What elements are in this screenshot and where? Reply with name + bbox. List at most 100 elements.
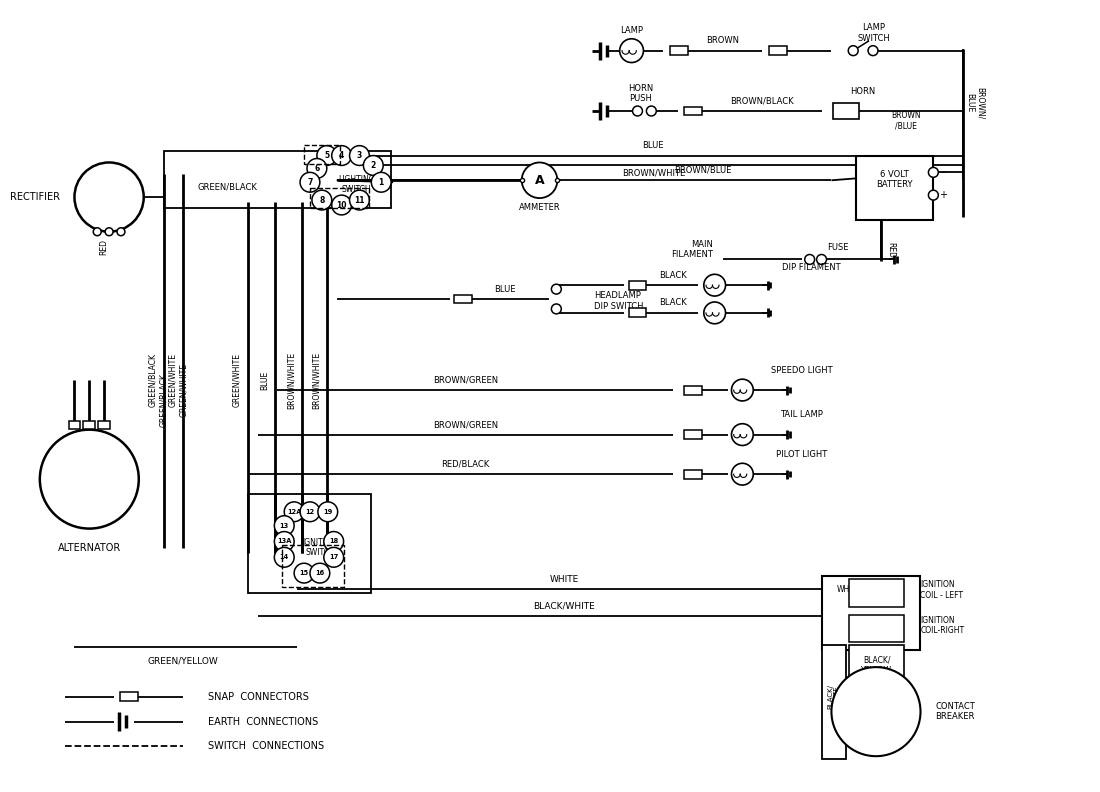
Circle shape <box>816 254 826 265</box>
Text: EARTH  CONNECTIONS: EARTH CONNECTIONS <box>208 717 318 726</box>
Bar <box>769 46 786 55</box>
Text: SPEEDO LIGHT: SPEEDO LIGHT <box>771 366 833 375</box>
Circle shape <box>75 162 144 232</box>
Circle shape <box>805 254 815 265</box>
Bar <box>822 645 846 760</box>
Circle shape <box>363 155 383 175</box>
Text: PILOT LIGHT: PILOT LIGHT <box>777 450 827 459</box>
Circle shape <box>117 228 125 236</box>
Circle shape <box>350 190 370 210</box>
Text: SW-: SW- <box>856 621 870 626</box>
Text: 15: 15 <box>299 570 309 576</box>
Bar <box>849 645 904 687</box>
Circle shape <box>274 547 294 567</box>
Circle shape <box>274 531 294 551</box>
Bar <box>164 150 392 208</box>
Text: TAIL LAMP: TAIL LAMP <box>780 410 823 419</box>
Text: 2: 2 <box>371 161 376 170</box>
Text: 17: 17 <box>329 554 339 560</box>
Text: LIGHTING
SWITCH: LIGHTING SWITCH <box>338 174 375 194</box>
Circle shape <box>274 516 294 535</box>
Text: FUSE: FUSE <box>827 243 849 252</box>
Text: WHITE: WHITE <box>836 585 861 595</box>
Text: RED/BLACK: RED/BLACK <box>441 460 490 469</box>
Text: 12: 12 <box>306 508 315 515</box>
Bar <box>684 386 702 394</box>
Text: MAIN
FILAMENT: MAIN FILAMENT <box>671 240 713 259</box>
Circle shape <box>332 146 352 166</box>
Circle shape <box>300 173 320 192</box>
Bar <box>670 46 688 55</box>
Circle shape <box>323 547 343 567</box>
Text: BLACK/WHITE: BLACK/WHITE <box>534 601 595 611</box>
Text: HORN
PUSH: HORN PUSH <box>628 83 653 103</box>
Text: BROWN/WHITE: BROWN/WHITE <box>311 352 320 409</box>
Text: BROWN/BLACK: BROWN/BLACK <box>730 97 794 105</box>
Circle shape <box>928 167 938 177</box>
Text: +: + <box>939 190 947 200</box>
Text: GREEN/WHITE: GREEN/WHITE <box>179 363 188 417</box>
Bar <box>310 188 370 208</box>
Bar <box>304 145 340 165</box>
Circle shape <box>284 502 304 522</box>
Circle shape <box>848 46 858 55</box>
Text: BLUE: BLUE <box>494 284 516 294</box>
Circle shape <box>294 563 313 583</box>
Bar <box>834 103 859 119</box>
Circle shape <box>300 502 320 522</box>
Text: SNAP  CONNECTORS: SNAP CONNECTORS <box>208 692 309 702</box>
Text: 12A: 12A <box>287 508 301 515</box>
Bar <box>84 421 96 428</box>
Bar <box>283 546 343 587</box>
Text: 1: 1 <box>378 177 384 187</box>
Text: GREEN/WHITE: GREEN/WHITE <box>168 353 177 407</box>
Text: BROWN/WHITE: BROWN/WHITE <box>287 352 296 409</box>
Text: 11: 11 <box>354 196 365 204</box>
Circle shape <box>94 228 101 236</box>
Bar <box>856 155 934 220</box>
Bar <box>628 280 647 290</box>
Bar <box>68 421 80 428</box>
Text: AMMETER: AMMETER <box>519 204 560 212</box>
Text: GREEN/YELLOW: GREEN/YELLOW <box>147 657 219 666</box>
Text: 10: 10 <box>337 200 346 210</box>
Text: 18: 18 <box>329 539 339 544</box>
Circle shape <box>106 228 113 236</box>
Text: A: A <box>535 173 544 187</box>
Bar <box>98 421 110 428</box>
Circle shape <box>350 146 370 166</box>
Text: 6: 6 <box>315 164 319 173</box>
Text: HEADLAMP
DIP SWITCH: HEADLAMP DIP SWITCH <box>594 291 643 310</box>
Text: IGNITION
SWITCH: IGNITION SWITCH <box>302 538 338 557</box>
Text: 4: 4 <box>339 151 344 160</box>
Circle shape <box>307 158 327 178</box>
Text: 5: 5 <box>324 151 329 160</box>
Text: 16: 16 <box>316 570 324 576</box>
Circle shape <box>868 46 878 55</box>
Text: IGNITION
COIL - LEFT: IGNITION COIL - LEFT <box>921 581 964 600</box>
Text: 8: 8 <box>319 196 324 204</box>
Circle shape <box>647 106 657 116</box>
Text: BLACK/
WHITE: BLACK/ WHITE <box>827 684 840 710</box>
Text: RED: RED <box>100 238 109 254</box>
Text: GREEN/WHITE: GREEN/WHITE <box>232 353 241 407</box>
Text: RED: RED <box>887 242 895 257</box>
Text: BROWN/GREEN: BROWN/GREEN <box>432 375 498 385</box>
Text: CB +: CB + <box>856 630 873 637</box>
Circle shape <box>312 190 332 210</box>
Text: 19: 19 <box>323 508 332 515</box>
Text: CB +: CB + <box>856 595 873 601</box>
Bar <box>120 692 138 701</box>
Text: RECTIFIER: RECTIFIER <box>10 192 59 202</box>
Text: LAMP
SWITCH: LAMP SWITCH <box>858 23 890 43</box>
Text: 13: 13 <box>279 523 289 528</box>
Bar <box>849 579 904 607</box>
Text: SWITCH  CONNECTIONS: SWITCH CONNECTIONS <box>208 741 324 752</box>
Text: BROWN/
BLUE: BROWN/ BLUE <box>965 87 985 120</box>
Circle shape <box>40 429 139 528</box>
Bar <box>684 470 702 478</box>
Text: ALTERNATOR: ALTERNATOR <box>57 543 121 554</box>
Text: 13A: 13A <box>277 539 292 544</box>
Text: BROWN/WHITE: BROWN/WHITE <box>621 169 685 178</box>
Circle shape <box>551 284 561 294</box>
